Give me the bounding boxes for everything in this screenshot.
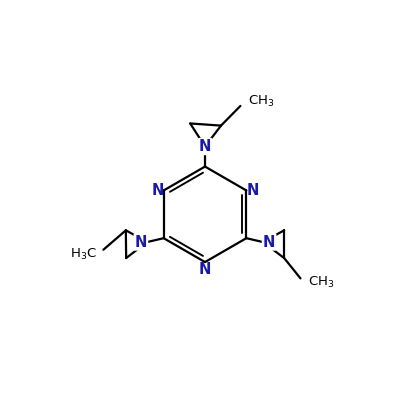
Text: CH$_3$: CH$_3$ xyxy=(308,275,335,290)
Text: N: N xyxy=(263,234,275,250)
Text: N: N xyxy=(135,234,147,250)
Text: N: N xyxy=(151,183,164,198)
Text: CH$_3$: CH$_3$ xyxy=(248,94,274,110)
Text: N: N xyxy=(246,183,259,198)
Text: N: N xyxy=(199,139,211,154)
Text: H$_3$C: H$_3$C xyxy=(70,247,96,262)
Text: N: N xyxy=(199,262,211,277)
